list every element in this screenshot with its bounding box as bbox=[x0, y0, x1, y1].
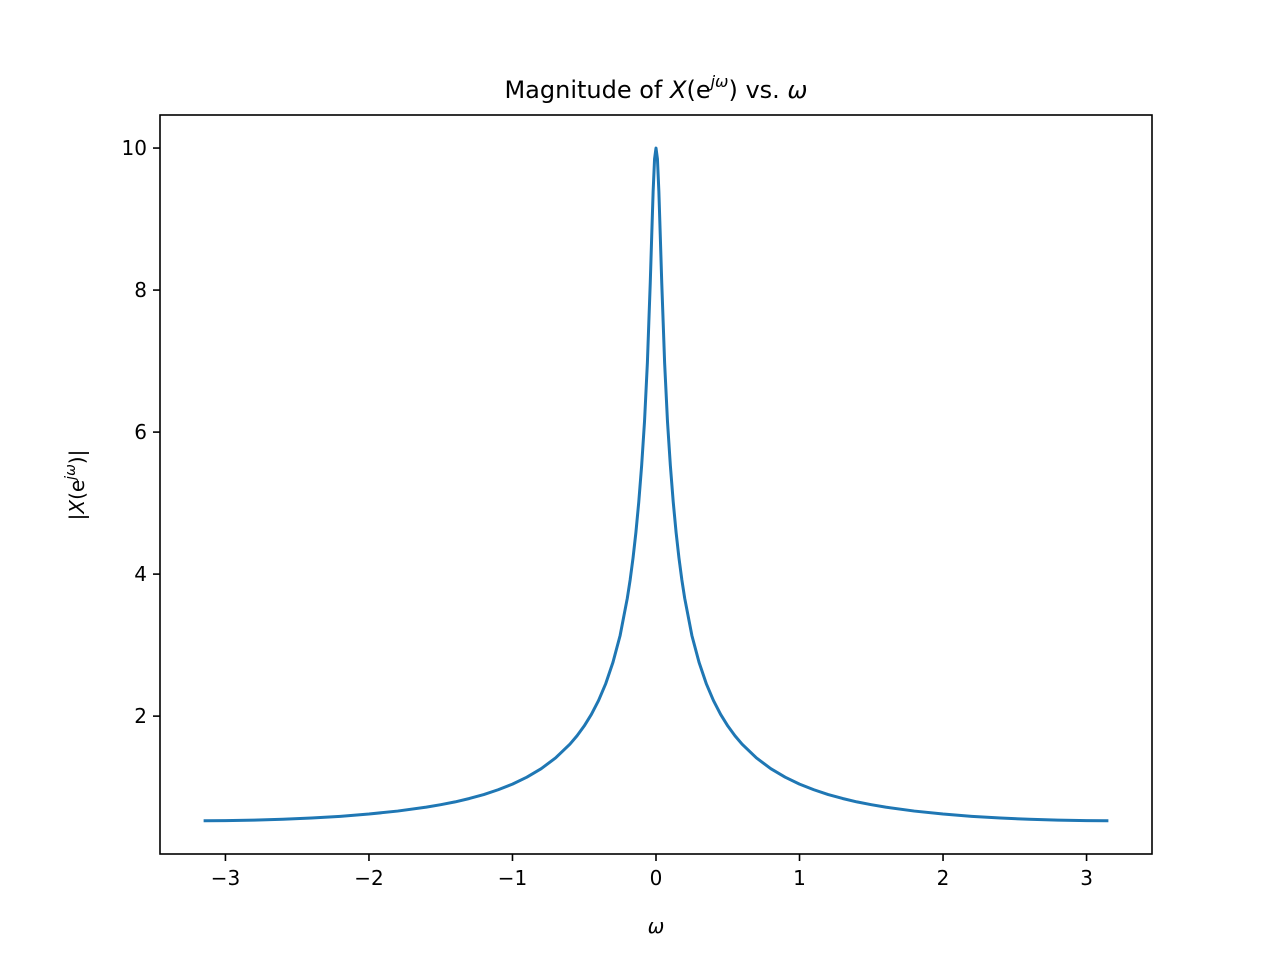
line-layer bbox=[203, 146, 1109, 823]
y-tick-label: 10 bbox=[122, 136, 147, 160]
x-tick-label: 2 bbox=[937, 866, 950, 890]
y-tick-label: 8 bbox=[134, 278, 147, 302]
ylabel-bar-right: | bbox=[65, 450, 89, 457]
series-line-0 bbox=[203, 146, 1109, 823]
title-prefix: Magnitude of bbox=[504, 76, 670, 104]
x-axis-ticks: −3 −2 −1 0 1 2 3 bbox=[211, 854, 1093, 890]
ylabel-bar-left: | bbox=[65, 514, 89, 521]
title-middle: vs. bbox=[738, 76, 788, 104]
y-tick-label: 4 bbox=[134, 562, 147, 586]
ylabel-func: X bbox=[65, 499, 89, 515]
y-axis-ticks: 2 4 6 8 10 bbox=[122, 136, 160, 728]
y-tick-label: 6 bbox=[134, 420, 147, 444]
ylabel-open: (e bbox=[65, 480, 89, 500]
ylabel-superscript: jω bbox=[63, 464, 79, 482]
x-tick-label: −3 bbox=[211, 866, 240, 890]
chart-title: Magnitude of X(ejω) vs. ω bbox=[504, 72, 807, 104]
x-tick-label: 3 bbox=[1080, 866, 1093, 890]
y-tick-label: 2 bbox=[134, 704, 147, 728]
title-func: X bbox=[668, 76, 687, 104]
x-tick-label: 0 bbox=[650, 866, 663, 890]
x-axis-label: ω bbox=[648, 914, 665, 938]
x-tick-label: −1 bbox=[498, 866, 527, 890]
title-close: ) bbox=[728, 76, 737, 104]
title-superscript: jω bbox=[709, 72, 729, 91]
y-axis-label: |X(ejω)| bbox=[63, 450, 89, 521]
ylabel-close: ) bbox=[65, 456, 89, 464]
x-tick-label: 1 bbox=[793, 866, 806, 890]
x-tick-label: −2 bbox=[354, 866, 383, 890]
title-var: ω bbox=[787, 76, 807, 104]
title-open: (e bbox=[686, 76, 710, 104]
